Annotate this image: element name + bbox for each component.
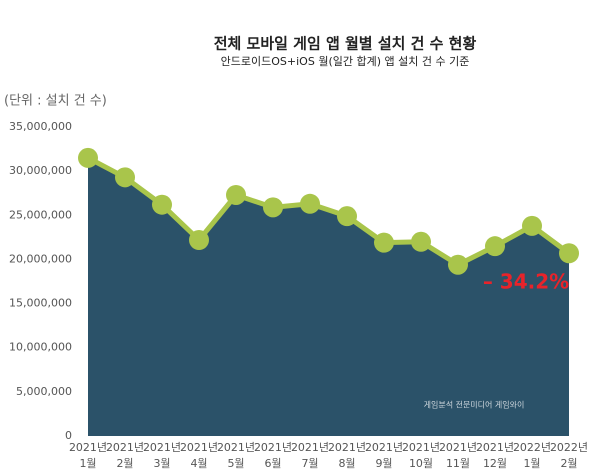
x-tick-label: 2021년	[143, 441, 181, 454]
marker	[189, 230, 209, 251]
x-tick-label: 10월	[409, 457, 433, 470]
y-axis-label: (단위 : 설치 건 수)	[4, 94, 107, 109]
x-tick-label: 2021년	[402, 441, 440, 454]
marker	[374, 232, 394, 253]
x-tick-label: 8월	[338, 457, 355, 470]
x-tick-label: 2021년	[106, 441, 144, 454]
y-tick-label: 25,000,000	[9, 208, 72, 221]
marker	[337, 206, 357, 227]
x-tick-label: 2월	[560, 457, 577, 470]
x-tick-label: 2021년	[291, 441, 329, 454]
marker	[263, 197, 283, 218]
marker	[522, 215, 542, 236]
x-tick-label: 2021년	[217, 441, 255, 454]
area	[88, 157, 569, 436]
marker	[115, 167, 135, 188]
y-tick-label: 10,000,000	[9, 341, 72, 354]
marker	[559, 243, 579, 264]
x-tick-label: 2021년	[180, 441, 218, 454]
watermark: 게임분석 전문미디어 게임와이	[424, 400, 525, 410]
x-tick-label: 2022년	[513, 441, 551, 454]
x-tick-label: 11월	[446, 457, 470, 470]
x-tick-label: 1월	[523, 457, 540, 470]
x-tick-label: 7월	[301, 457, 318, 470]
marker	[300, 193, 320, 214]
x-tick-label: 5월	[227, 457, 244, 470]
marker	[152, 194, 172, 215]
marker	[226, 184, 246, 205]
y-tick-label: 5,000,000	[16, 385, 72, 398]
x-tick-label: 4월	[190, 457, 207, 470]
x-tick-label: 2021년	[69, 441, 107, 454]
marker	[411, 231, 431, 252]
x-tick-label: 6월	[264, 457, 281, 470]
y-tick-label: 30,000,000	[9, 164, 72, 177]
marker	[78, 147, 98, 168]
annotation: – 34.2%	[483, 270, 569, 294]
x-tick-label: 1월	[79, 457, 96, 470]
y-tick-label: 0	[65, 429, 72, 442]
x-tick-label: 2021년	[439, 441, 477, 454]
marker	[448, 254, 468, 275]
x-tick-label: 3월	[153, 457, 170, 470]
x-tick-label: 2021년	[254, 441, 292, 454]
x-tick-label: 12월	[483, 457, 507, 470]
y-tick-label: 35,000,000	[9, 120, 72, 133]
y-tick-label: 15,000,000	[9, 297, 72, 310]
x-tick-label: 9월	[375, 457, 392, 470]
x-tick-label: 2월	[116, 457, 133, 470]
marker	[485, 236, 505, 257]
x-tick-label: 2021년	[365, 441, 403, 454]
x-tick-label: 2021년	[328, 441, 366, 454]
chart-title: 전체 모바일 게임 앱 월별 설치 건 수 현황	[214, 35, 477, 53]
x-tick-label: 2022년	[550, 441, 588, 454]
x-tick-label: 2021년	[476, 441, 514, 454]
chart-subtitle: 안드로이드OS+iOS 월(일간 합계) 앱 설치 건 수 기준	[221, 54, 470, 68]
y-tick-label: 20,000,000	[9, 252, 72, 265]
